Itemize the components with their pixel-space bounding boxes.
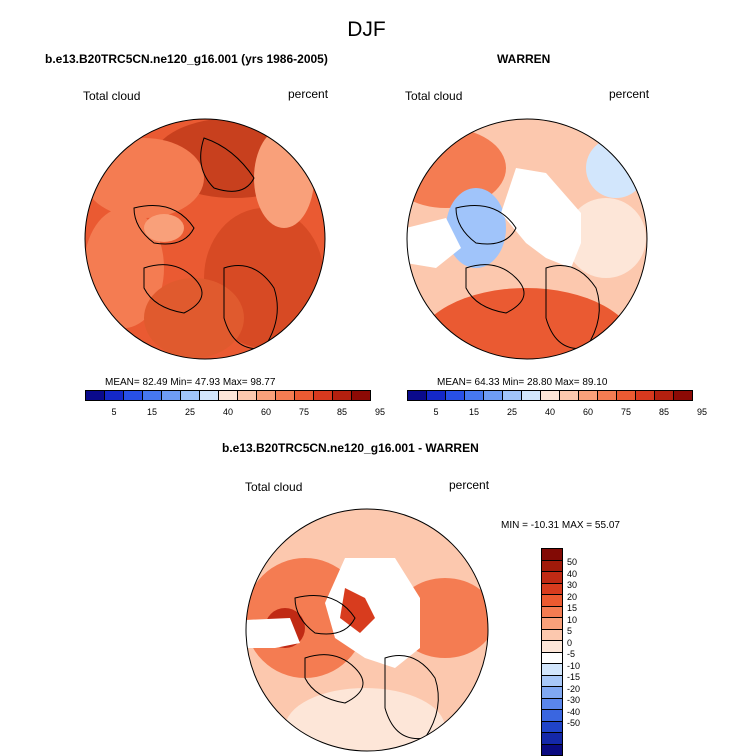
colorbar-swatch xyxy=(332,390,352,401)
colorbar-swatch xyxy=(483,390,503,401)
colorbar-swatch xyxy=(85,390,105,401)
panel3-colorbar xyxy=(541,549,563,756)
panel3-minmax: MIN = -10.31 MAX = 55.07 xyxy=(501,520,620,531)
colorbar-swatch xyxy=(541,744,563,756)
panel2-units-label: percent xyxy=(609,87,649,101)
colorbar-swatch xyxy=(521,390,541,401)
panel3-polar-map xyxy=(245,508,489,752)
colorbar-tick-label: 5 xyxy=(104,407,124,417)
panel1-colorbar xyxy=(86,390,371,401)
colorbar-tick-label: -40 xyxy=(567,707,580,717)
colorbar-swatch xyxy=(559,390,579,401)
colorbar-swatch xyxy=(351,390,371,401)
panel3-units-label: percent xyxy=(449,478,489,492)
panel1-stats: MEAN= 82.49 Min= 47.93 Max= 98.77 xyxy=(105,377,275,388)
colorbar-swatch xyxy=(123,390,143,401)
colorbar-swatch xyxy=(294,390,314,401)
colorbar-swatch xyxy=(540,390,560,401)
colorbar-swatch xyxy=(199,390,219,401)
panel3-variable-label: Total cloud xyxy=(245,480,302,494)
colorbar-tick-label: 95 xyxy=(370,407,390,417)
colorbar-tick-label: 30 xyxy=(567,580,577,590)
panel2-variable-label: Total cloud xyxy=(405,89,462,103)
colorbar-tick-label: 40 xyxy=(218,407,238,417)
colorbar-swatch xyxy=(161,390,181,401)
colorbar-swatch xyxy=(407,390,427,401)
panel1-polar-map xyxy=(84,118,326,360)
panel1-header: b.e13.B20TRC5CN.ne120_g16.001 (yrs 1986-… xyxy=(45,52,328,66)
colorbar-tick-label: 25 xyxy=(180,407,200,417)
colorbar-tick-label: 75 xyxy=(294,407,314,417)
colorbar-swatch xyxy=(180,390,200,401)
colorbar-swatch xyxy=(313,390,333,401)
panel3-header: b.e13.B20TRC5CN.ne120_g16.001 - WARREN xyxy=(222,441,479,455)
colorbar-tick-label: 40 xyxy=(540,407,560,417)
colorbar-tick-label: 60 xyxy=(578,407,598,417)
colorbar-tick-label: -20 xyxy=(567,684,580,694)
colorbar-swatch xyxy=(218,390,238,401)
panel2-header: WARREN xyxy=(497,52,550,66)
colorbar-swatch xyxy=(275,390,295,401)
colorbar-swatch xyxy=(597,390,617,401)
colorbar-swatch xyxy=(654,390,674,401)
colorbar-tick-label: -50 xyxy=(567,718,580,728)
panel1-variable-label: Total cloud xyxy=(83,89,140,103)
colorbar-tick-label: 5 xyxy=(567,626,572,636)
colorbar-tick-label: 95 xyxy=(692,407,712,417)
colorbar-tick-label: 15 xyxy=(464,407,484,417)
colorbar-swatch xyxy=(502,390,522,401)
colorbar-tick-label: 85 xyxy=(654,407,674,417)
colorbar-swatch xyxy=(464,390,484,401)
colorbar-tick-label: 60 xyxy=(256,407,276,417)
colorbar-swatch xyxy=(256,390,276,401)
panel1-units-label: percent xyxy=(288,87,328,101)
colorbar-tick-label: 85 xyxy=(332,407,352,417)
colorbar-tick-label: 25 xyxy=(502,407,522,417)
colorbar-swatch xyxy=(142,390,162,401)
colorbar-tick-label: 5 xyxy=(426,407,446,417)
colorbar-swatch xyxy=(635,390,655,401)
colorbar-tick-label: 75 xyxy=(616,407,636,417)
figure-title: DJF xyxy=(0,18,733,42)
colorbar-tick-label: 50 xyxy=(567,557,577,567)
panel2-colorbar xyxy=(408,390,693,401)
colorbar-tick-label: 20 xyxy=(567,592,577,602)
colorbar-swatch xyxy=(104,390,124,401)
colorbar-tick-label: -5 xyxy=(567,649,575,659)
colorbar-tick-label: 0 xyxy=(567,638,572,648)
colorbar-tick-label: -15 xyxy=(567,672,580,682)
colorbar-tick-label: 10 xyxy=(567,615,577,625)
colorbar-swatch xyxy=(426,390,446,401)
colorbar-swatch xyxy=(237,390,257,401)
panel2-stats: MEAN= 64.33 Min= 28.80 Max= 89.10 xyxy=(437,377,607,388)
colorbar-tick-label: 40 xyxy=(567,569,577,579)
colorbar-tick-label: -30 xyxy=(567,695,580,705)
colorbar-swatch xyxy=(616,390,636,401)
colorbar-swatch xyxy=(578,390,598,401)
colorbar-tick-label: -10 xyxy=(567,661,580,671)
panel2-polar-map xyxy=(406,118,648,360)
colorbar-swatch xyxy=(673,390,693,401)
colorbar-swatch xyxy=(445,390,465,401)
colorbar-tick-label: 15 xyxy=(142,407,162,417)
colorbar-tick-label: 15 xyxy=(567,603,577,613)
